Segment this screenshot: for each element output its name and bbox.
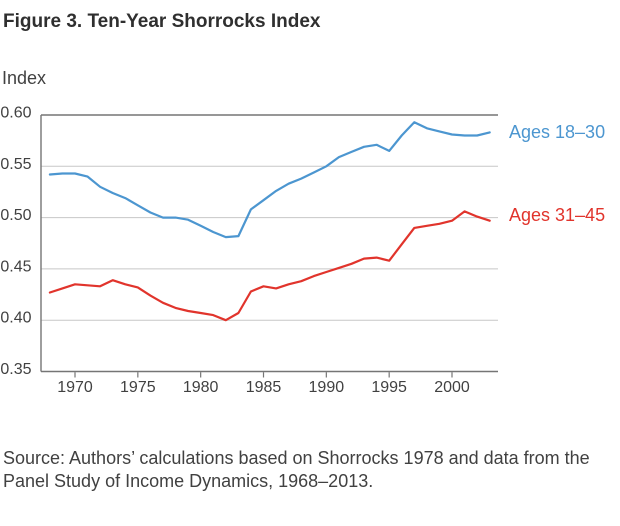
x-tick-label: 2000 (434, 379, 470, 396)
y-tick-label: 0.60 (0, 105, 31, 122)
x-tick-label: 1975 (120, 379, 156, 396)
y-tick-label: 0.45 (0, 258, 31, 275)
source-note: Source: Authors’ calculations based on S… (3, 448, 590, 491)
x-tick-label: 1990 (309, 379, 345, 396)
series-line-ages-18-30 (48, 121, 491, 239)
series-line-ages-31-45 (48, 210, 491, 322)
x-tick-label: 1970 (57, 379, 93, 396)
series-label-ages-31-45: Ages 31–45 (509, 205, 606, 225)
x-tick-label: 1995 (371, 379, 407, 396)
figure-title: Figure 3. Ten-Year Shorrocks Index (3, 11, 321, 32)
x-tick-label: 1980 (183, 379, 219, 396)
y-axis-unit-label: Index (2, 68, 47, 88)
series-label-ages-18-30: Ages 18–30 (509, 122, 606, 142)
y-tick-label: 0.55 (0, 156, 31, 173)
y-tick-label: 0.40 (0, 310, 31, 327)
y-tick-label: 0.35 (0, 361, 31, 378)
y-tick-label: 0.50 (0, 207, 31, 224)
x-tick-label: 1985 (246, 379, 282, 396)
